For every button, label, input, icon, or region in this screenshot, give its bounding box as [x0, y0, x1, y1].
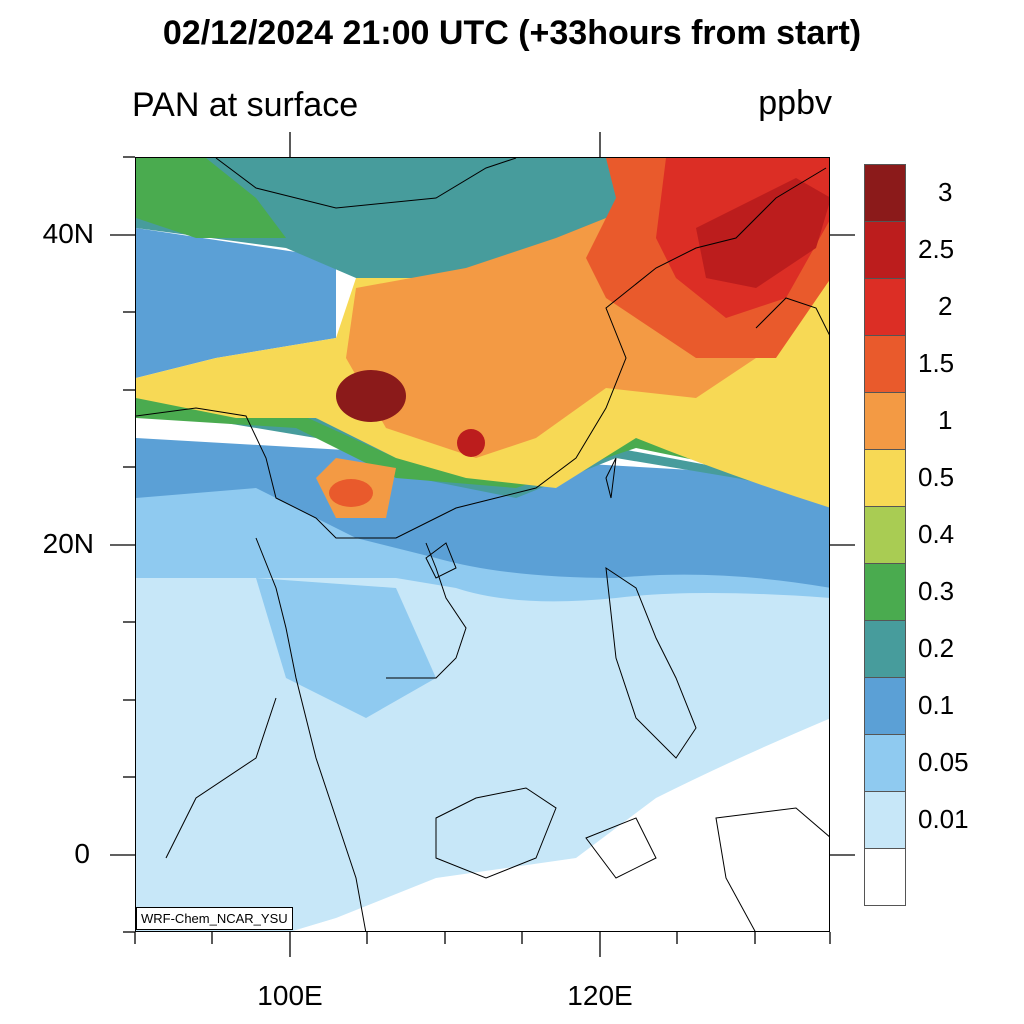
colorbar-swatch: [864, 392, 906, 450]
colorbar-swatch: [864, 848, 906, 906]
colorbar-swatch: [864, 164, 906, 222]
colorbar-swatch: [864, 677, 906, 735]
colorbar-swatch: [864, 620, 906, 678]
colorbar-label: 0.2: [918, 633, 955, 663]
variable-label: PAN at surface: [132, 86, 359, 124]
units-label: ppbv: [758, 84, 832, 122]
lon-label-100e: 100E: [257, 980, 323, 1011]
colorbar-label: 0.01: [918, 804, 969, 834]
colorbar-label: 1.5: [918, 348, 955, 378]
colorbar-swatch: [864, 791, 906, 849]
colorbar-label: 0.05: [918, 747, 969, 777]
lon-label-120e: 120E: [567, 980, 633, 1011]
colorbar-swatch: [864, 449, 906, 507]
colorbar: [864, 164, 906, 906]
colorbar-label: 0.1: [918, 690, 955, 720]
colorbar-swatch: [864, 335, 906, 393]
colorbar-label: 3: [938, 177, 953, 207]
colorbar-label: 2: [938, 291, 953, 321]
model-credit: WRF-Chem_NCAR_YSU: [136, 907, 293, 930]
pan-concentration-map: [135, 157, 830, 932]
colorbar-swatch: [864, 278, 906, 336]
colorbar-label: 2.5: [918, 234, 955, 264]
lat-label-0: 0: [74, 838, 90, 869]
map-title: 02/12/2024 21:00 UTC (+33hours from star…: [162, 14, 862, 52]
colorbar-swatch: [864, 563, 906, 621]
colorbar-label: 0.5: [918, 462, 955, 492]
lat-label-40n: 40N: [42, 218, 94, 249]
colorbar-swatch: [864, 221, 906, 279]
colorbar-swatch: [864, 506, 906, 564]
colorbar-label: 0.3: [918, 576, 955, 606]
colorbar-label: 1: [938, 405, 953, 435]
lat-label-20n: 20N: [42, 528, 94, 559]
map-canvas: [136, 158, 829, 931]
colorbar-swatch: [864, 734, 906, 792]
colorbar-label: 0.4: [918, 519, 955, 549]
